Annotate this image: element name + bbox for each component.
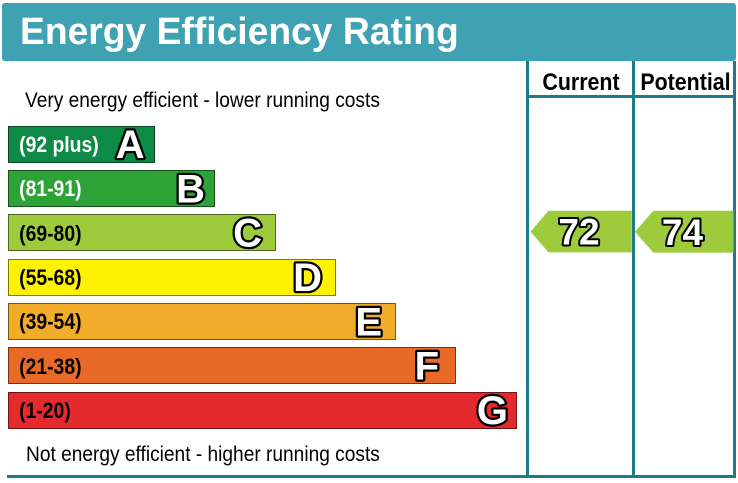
svg-text:F: F [415,345,439,389]
svg-text:G: G [477,389,508,433]
svg-text:B: B [176,167,205,211]
svg-text:D: D [293,256,322,300]
svg-text:E: E [355,300,382,344]
svg-text:74: 74 [662,212,704,253]
svg-text:72: 72 [558,212,599,253]
svg-text:C: C [233,212,262,256]
svg-text:A: A [116,123,145,167]
